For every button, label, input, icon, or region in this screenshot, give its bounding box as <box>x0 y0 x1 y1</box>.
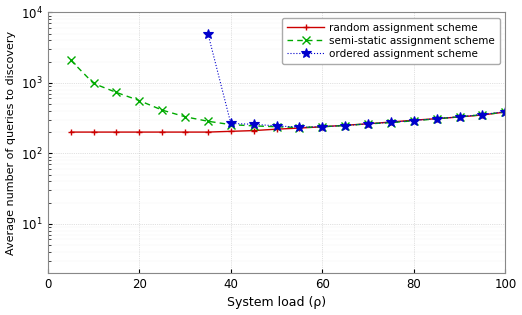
semi-static assignment scheme <box>434 117 440 121</box>
semi-static assignment scheme <box>113 91 120 94</box>
semi-static assignment scheme <box>136 99 143 102</box>
random assignment scheme <box>205 130 211 134</box>
semi-static assignment scheme <box>296 126 303 129</box>
Line: semi-static assignment scheme: semi-static assignment scheme <box>66 56 509 132</box>
random assignment scheme <box>136 130 143 134</box>
ordered assignment scheme <box>388 120 394 124</box>
random assignment scheme <box>159 130 165 134</box>
random assignment scheme <box>182 130 188 134</box>
semi-static assignment scheme <box>502 110 508 114</box>
random assignment scheme <box>113 130 120 134</box>
random assignment scheme <box>479 113 485 117</box>
semi-static assignment scheme <box>251 124 257 128</box>
semi-static assignment scheme <box>159 108 165 112</box>
ordered assignment scheme <box>228 122 234 125</box>
ordered assignment scheme <box>296 125 303 129</box>
ordered assignment scheme <box>274 124 280 128</box>
random assignment scheme <box>90 130 97 134</box>
ordered assignment scheme <box>251 123 257 126</box>
semi-static assignment scheme <box>319 125 325 129</box>
random assignment scheme <box>411 118 417 122</box>
semi-static assignment scheme <box>456 115 462 119</box>
Legend: random assignment scheme, semi-static assignment scheme, ordered assignment sche: random assignment scheme, semi-static as… <box>282 18 500 64</box>
ordered assignment scheme <box>434 117 440 121</box>
Line: random assignment scheme: random assignment scheme <box>67 109 509 135</box>
random assignment scheme <box>251 129 257 133</box>
semi-static assignment scheme <box>388 121 394 124</box>
ordered assignment scheme <box>365 122 371 126</box>
ordered assignment scheme <box>205 32 211 36</box>
semi-static assignment scheme <box>90 82 97 85</box>
ordered assignment scheme <box>411 119 417 123</box>
semi-static assignment scheme <box>479 113 485 117</box>
random assignment scheme <box>502 110 508 114</box>
semi-static assignment scheme <box>182 115 188 119</box>
random assignment scheme <box>434 117 440 121</box>
semi-static assignment scheme <box>411 119 417 123</box>
semi-static assignment scheme <box>205 119 211 123</box>
ordered assignment scheme <box>502 110 508 113</box>
random assignment scheme <box>319 125 325 129</box>
semi-static assignment scheme <box>228 123 234 127</box>
random assignment scheme <box>365 122 371 126</box>
random assignment scheme <box>342 123 348 127</box>
Line: ordered assignment scheme: ordered assignment scheme <box>203 29 510 132</box>
random assignment scheme <box>388 120 394 124</box>
random assignment scheme <box>456 115 462 119</box>
semi-static assignment scheme <box>365 122 371 126</box>
random assignment scheme <box>67 130 74 134</box>
semi-static assignment scheme <box>274 125 280 129</box>
semi-static assignment scheme <box>342 123 348 127</box>
ordered assignment scheme <box>342 123 348 127</box>
random assignment scheme <box>274 127 280 131</box>
random assignment scheme <box>296 126 303 130</box>
semi-static assignment scheme <box>67 58 74 62</box>
X-axis label: System load (ρ): System load (ρ) <box>227 296 326 309</box>
random assignment scheme <box>228 129 234 133</box>
ordered assignment scheme <box>456 115 462 119</box>
Y-axis label: Average number of queries to discovery: Average number of queries to discovery <box>6 31 16 255</box>
ordered assignment scheme <box>319 125 325 129</box>
ordered assignment scheme <box>479 113 485 117</box>
